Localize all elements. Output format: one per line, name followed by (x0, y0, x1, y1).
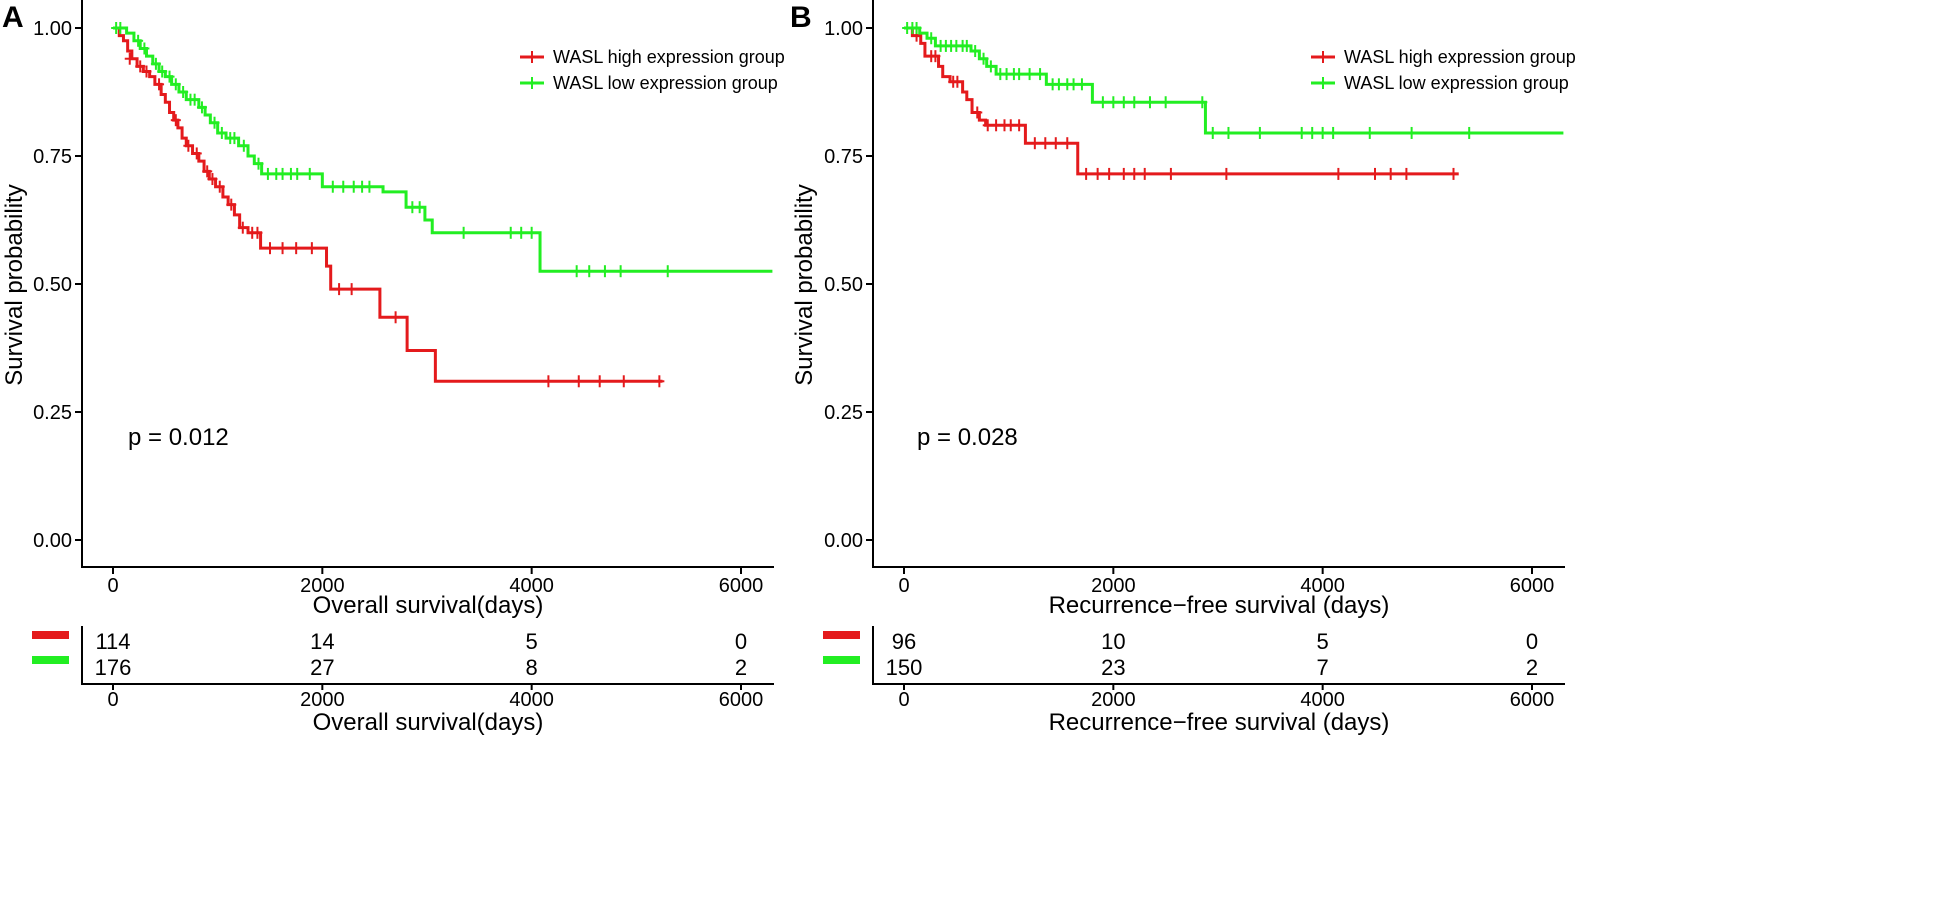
y-tick-label: 0.75 (33, 146, 72, 168)
survival-curves (111, 22, 773, 388)
risk-count: 14 (310, 629, 334, 654)
risk-x-ticks: 0 2000 4000 6000 (107, 684, 763, 711)
x-tick-label: 4000 (509, 575, 554, 597)
y-tick-label: 0.25 (33, 402, 72, 424)
risk-x-tick-label: 0 (898, 689, 909, 711)
risk-swatch-high (32, 631, 69, 639)
p-value-label: p = 0.028 (917, 424, 1018, 451)
y-tick-label: 0.00 (824, 530, 863, 552)
risk-count: 7 (1317, 655, 1329, 680)
x-tick-label: 6000 (719, 575, 764, 597)
survival-curves (902, 22, 1564, 180)
y-tick-label: 0.75 (824, 146, 863, 168)
risk-swatch-low (823, 656, 860, 664)
y-tick-label: 0.25 (824, 402, 863, 424)
x-tick-label: 6000 (1510, 575, 1555, 597)
risk-count: 5 (526, 629, 538, 654)
y-axis-title: Survival probability (791, 184, 818, 385)
panel-b: B Survival probability 0.00 0.25 0.50 0.75 1… (790, 0, 1576, 736)
risk-count: 5 (1317, 629, 1329, 654)
x-axis-title: Overall survival(days) (313, 592, 544, 619)
y-tick-label: 0.50 (824, 274, 863, 296)
risk-x-tick-label: 2000 (300, 689, 345, 711)
x-ticks: 0 2000 4000 6000 (107, 567, 763, 597)
legend-label-high: WASL high expression group (1344, 47, 1576, 67)
risk-x-tick-label: 2000 (1091, 689, 1136, 711)
y-tick-label: 0.00 (33, 530, 72, 552)
risk-numbers: 96 10 5 0 150 23 7 2 (886, 629, 1538, 680)
risk-x-tick-label: 6000 (719, 689, 764, 711)
risk-count: 27 (310, 655, 334, 680)
risk-count: 8 (526, 655, 538, 680)
x-axis-title: Recurrence−free survival (days) (1049, 592, 1390, 619)
risk-count: 176 (95, 655, 132, 680)
risk-table: 114 14 5 0 176 27 8 2 0 2000 4000 6000 Overall sur… (32, 626, 774, 736)
risk-table: 96 10 5 0 150 23 7 2 0 2000 4000 6000 Recurrence−f… (823, 626, 1565, 736)
x-tick-label: 4000 (1300, 575, 1345, 597)
panel-a: A Survival probability 0.00 0.25 0.50 0.75 1… (1, 0, 785, 736)
legend: WASL high expression group WASL low expr… (520, 47, 785, 93)
risk-x-tick-label: 6000 (1510, 689, 1555, 711)
legend-label-low: WASL low expression group (1344, 73, 1569, 93)
x-tick-label: 2000 (300, 575, 345, 597)
risk-x-tick-label: 4000 (1300, 689, 1345, 711)
risk-numbers: 114 14 5 0 176 27 8 2 (95, 629, 747, 680)
x-tick-label: 0 (898, 575, 909, 597)
y-tick-label: 1.00 (824, 18, 863, 40)
curve-low-expression (113, 26, 773, 273)
panel-letter-a: A (2, 1, 24, 34)
panel-letter-b: B (790, 1, 812, 34)
y-axis-title: Survival probability (1, 184, 28, 385)
risk-count: 10 (1101, 629, 1125, 654)
risk-count: 150 (886, 655, 923, 680)
risk-x-axis-title: Recurrence−free survival (days) (1049, 709, 1390, 736)
legend-label-low: WASL low expression group (553, 73, 778, 93)
risk-count: 2 (1526, 655, 1538, 680)
risk-count: 0 (735, 629, 747, 654)
risk-x-tick-label: 4000 (509, 689, 554, 711)
p-value-label: p = 0.012 (128, 424, 229, 451)
risk-count: 23 (1101, 655, 1125, 680)
y-ticks: 0.00 0.25 0.50 0.75 1.00 (33, 18, 82, 552)
legend-label-high: WASL high expression group (553, 47, 785, 67)
y-tick-label: 0.50 (33, 274, 72, 296)
risk-x-axis-title: Overall survival(days) (313, 709, 544, 736)
x-ticks: 0 2000 4000 6000 (898, 567, 1554, 597)
y-tick-label: 1.00 (33, 18, 72, 40)
risk-count: 96 (892, 629, 916, 654)
risk-count: 114 (95, 629, 130, 654)
risk-swatch-high (823, 631, 860, 639)
x-tick-label: 2000 (1091, 575, 1136, 597)
risk-x-tick-label: 0 (107, 689, 118, 711)
risk-count: 2 (735, 655, 747, 680)
risk-x-ticks: 0 2000 4000 6000 (898, 684, 1554, 711)
legend: WASL high expression group WASL low expr… (1311, 47, 1576, 93)
x-tick-label: 0 (107, 575, 118, 597)
risk-swatch-low (32, 656, 69, 664)
y-ticks: 0.00 0.25 0.50 0.75 1.00 (824, 18, 873, 552)
risk-count: 0 (1526, 629, 1538, 654)
